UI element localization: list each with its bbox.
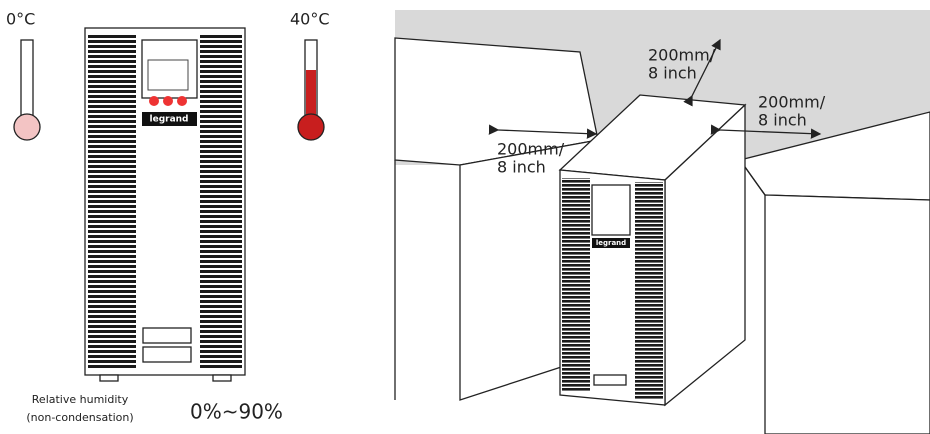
thermometer-cold xyxy=(21,40,33,118)
mercury xyxy=(306,70,316,120)
humidity-label: Relative humidity xyxy=(32,393,129,406)
logo: legrand xyxy=(596,239,626,247)
logo: legrand xyxy=(150,115,189,125)
clearance-label: 8 inch xyxy=(758,111,807,130)
humidity-range: 0%~90% xyxy=(190,400,283,424)
cold-label: 0°C xyxy=(6,10,35,29)
clearance-label: 8 inch xyxy=(648,64,697,83)
operating-conditions: 0°C 40°C legrand Relative humidity (non-… xyxy=(6,10,330,425)
clearance-label: 200mm/ xyxy=(497,140,565,159)
ups-front: legrand xyxy=(85,28,245,381)
clearance-label: 8 inch xyxy=(497,158,546,177)
illustration: 0°C 40°C legrand Relative humidity (non-… xyxy=(0,0,930,434)
hot-label: 40°C xyxy=(290,10,330,29)
thermometer-bulb xyxy=(14,114,40,140)
clearance-label: 200mm/ xyxy=(648,46,716,65)
humidity-label: (non-condensation) xyxy=(26,411,133,424)
installation-clearance: legrand 200mm/ 8 inch 200mm/ 8 inch 200m… xyxy=(395,10,930,434)
thermometer-bulb xyxy=(298,114,324,140)
clearance-label: 200mm/ xyxy=(758,93,826,112)
